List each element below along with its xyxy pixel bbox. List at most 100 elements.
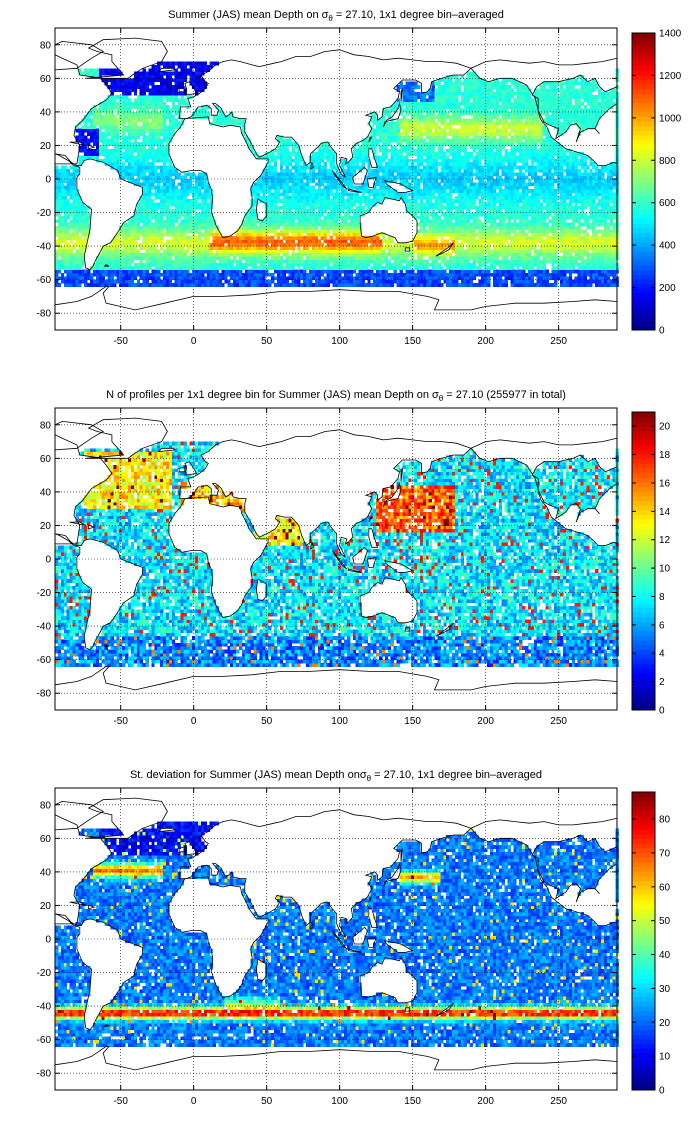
heat-cell: [131, 280, 134, 284]
heat-cell: [64, 202, 67, 206]
heat-cell: [102, 152, 105, 156]
heat-cell: [432, 186, 435, 190]
heat-cell: [362, 280, 365, 284]
heat-cell: [146, 216, 149, 220]
heat-cell: [84, 152, 87, 156]
heat-cell: [181, 246, 184, 250]
heat-cell: [172, 219, 175, 223]
heat-cell: [172, 85, 175, 89]
heat-cell: [151, 179, 154, 183]
heat-cell: [73, 216, 76, 220]
heat-cell: [291, 189, 294, 193]
heat-cell: [268, 189, 271, 193]
heat-cell: [388, 169, 391, 173]
heat-cell: [411, 179, 414, 183]
heat-cell: [166, 132, 169, 136]
heat-cell: [143, 125, 146, 129]
heat-cell: [327, 145, 330, 149]
heat-cell: [324, 219, 327, 223]
heat-cell: [335, 199, 338, 203]
heat-cell: [157, 139, 160, 143]
heat-cell: [207, 206, 210, 210]
heat-cell: [297, 162, 300, 166]
heat-cell: [84, 125, 87, 129]
heat-cell: [397, 139, 400, 143]
heat-cell: [78, 229, 81, 233]
heat-cell: [110, 125, 113, 129]
heat-cell: [294, 260, 297, 264]
heat-cell: [362, 249, 365, 253]
heat-cell: [73, 223, 76, 227]
heat-cell: [172, 199, 175, 203]
heat-cell: [332, 192, 335, 196]
heat-cell: [359, 239, 362, 243]
heat-cell: [385, 172, 388, 176]
heat-cell: [245, 236, 248, 240]
heat-cell: [297, 172, 300, 176]
heat-cell: [172, 125, 175, 129]
heat-cell: [157, 145, 160, 149]
heat-cell: [251, 266, 254, 270]
heat-cell: [402, 273, 405, 277]
heat-cell: [429, 135, 432, 139]
heat-cell: [405, 162, 408, 166]
heat-cell: [198, 112, 201, 116]
heat-cell: [143, 92, 146, 96]
heat-cell: [70, 256, 73, 260]
heat-cell: [435, 179, 438, 183]
heat-cell: [364, 196, 367, 200]
heat-cell: [335, 229, 338, 233]
heat-cell: [362, 196, 365, 200]
heat-cell: [429, 162, 432, 166]
heat-cell: [303, 239, 306, 243]
heat-cell: [70, 266, 73, 270]
heat-cell: [201, 82, 204, 86]
heat-cell: [397, 260, 400, 264]
heat-cell: [157, 202, 160, 206]
heat-cell: [414, 149, 417, 153]
heat-cell: [344, 229, 347, 233]
heat-cell: [329, 226, 332, 230]
heat-cell: [437, 273, 440, 277]
heat-cell: [417, 92, 420, 96]
heat-cell: [137, 253, 140, 257]
heat-cell: [327, 280, 330, 284]
heat-cell: [122, 260, 125, 264]
heat-cell: [426, 223, 429, 227]
heat-cell: [113, 98, 116, 102]
heat-cell: [332, 229, 335, 233]
heat-cell: [353, 219, 356, 223]
heat-cell: [154, 246, 157, 250]
heat-cell: [58, 189, 61, 193]
heat-cell: [312, 229, 315, 233]
heat-cell: [75, 169, 78, 173]
heat-cell: [154, 239, 157, 243]
heat-cell: [157, 182, 160, 186]
heat-cell: [78, 266, 81, 270]
heat-cell: [251, 246, 254, 250]
heat-cell: [341, 189, 344, 193]
heat-cell: [143, 145, 146, 149]
heat-cell: [198, 192, 201, 196]
heat-cell: [151, 233, 154, 237]
heat-cell: [75, 209, 78, 213]
heat-cell: [78, 270, 81, 274]
heat-cell: [87, 125, 90, 129]
heat-cell: [283, 266, 286, 270]
heat-cell: [370, 253, 373, 257]
heat-cell: [178, 266, 181, 270]
heat-cell: [400, 253, 403, 257]
heat-cell: [405, 192, 408, 196]
heat-cell: [423, 270, 426, 274]
heat-cell: [321, 229, 324, 233]
heat-cell: [429, 226, 432, 230]
heat-cell: [400, 85, 403, 89]
heat-cell: [391, 159, 394, 163]
heat-cell: [143, 112, 146, 116]
heat-cell: [429, 115, 432, 119]
heat-cell: [113, 239, 116, 243]
heat-cell: [335, 182, 338, 186]
heat-cell: [408, 253, 411, 257]
heat-cell: [140, 166, 143, 170]
heat-cell: [186, 68, 189, 72]
